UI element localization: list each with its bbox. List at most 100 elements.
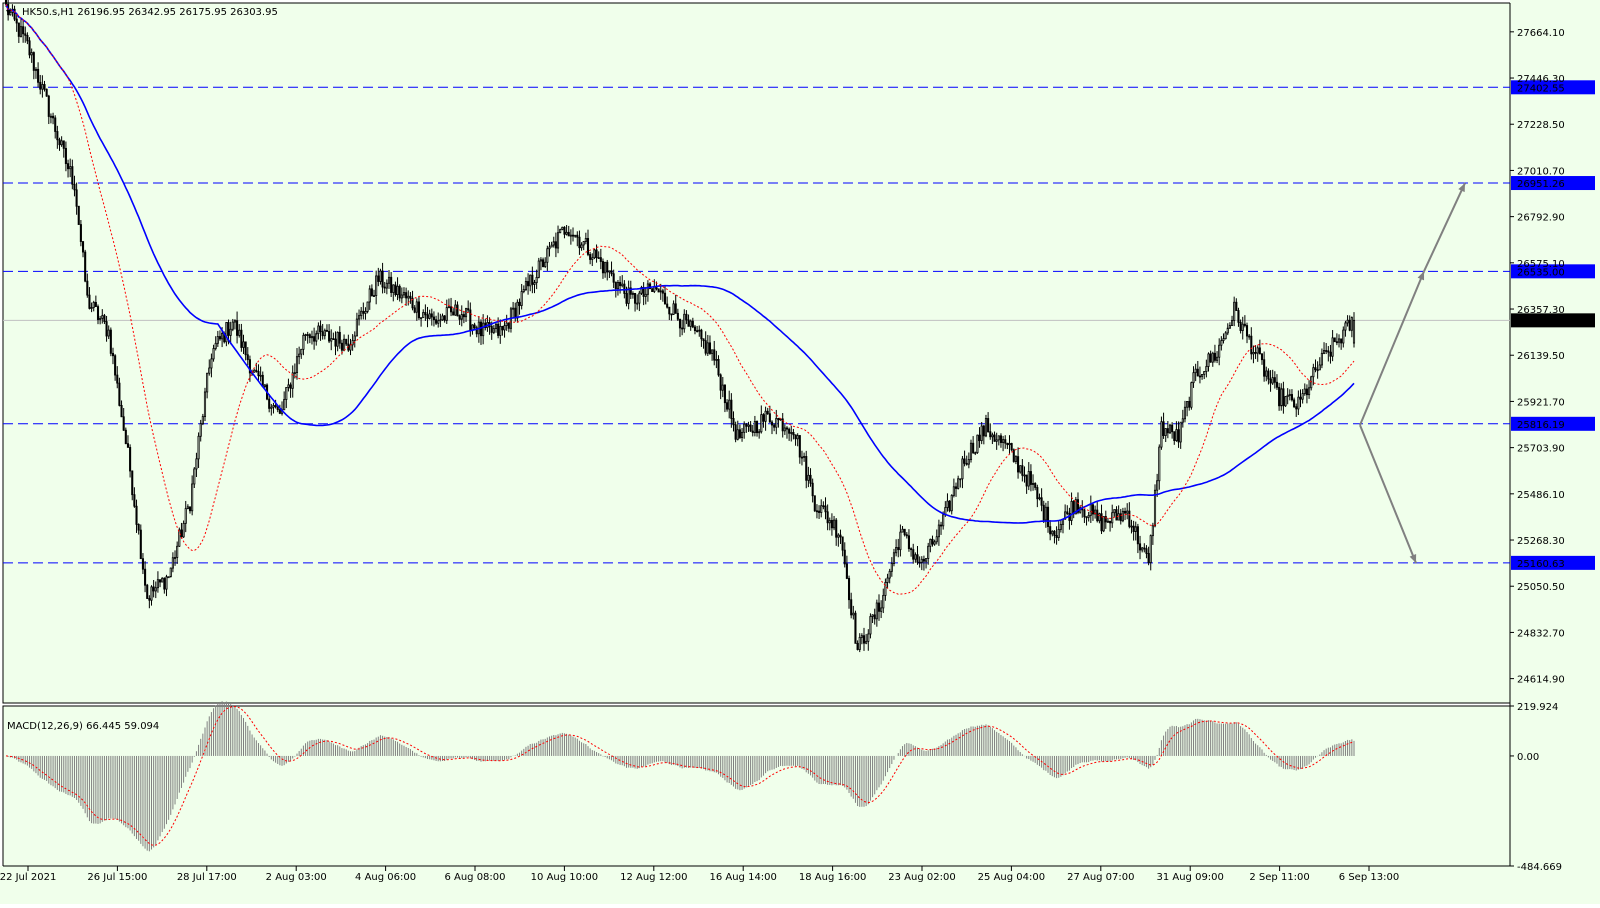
candle-bear [432,316,435,321]
candle-bull [1032,482,1035,485]
candle-bull [550,244,553,248]
candle-bear [180,529,183,538]
ma-fast-line [5,4,1355,595]
candle-bull [1297,396,1300,410]
candle-bear [623,283,626,294]
candle-bull [1318,364,1321,371]
candle-bear [338,331,341,344]
candle-bull [1331,337,1334,357]
level-label-bg [1511,176,1595,191]
level-label: 27402.55 [1517,83,1565,94]
candle-bear [340,342,343,351]
candle-bear [17,22,20,37]
macd-label: MACD(12,26,9) 66.445 59.094 [7,721,159,732]
candle-bull [890,563,893,572]
candle-bear [1046,506,1050,527]
candle-bear [1109,520,1112,524]
candle-bull [437,320,440,324]
candle-bull [407,295,410,299]
candle-bear [1173,431,1176,441]
candle-bull [197,435,200,460]
candle-bull [1301,393,1304,400]
candle-bear [907,535,910,550]
candle-bull [1303,388,1306,394]
current-price-bg [1511,313,1595,328]
candle-bear [897,547,900,551]
y-tick-label: 24614.90 [1517,675,1565,686]
candle-bear [94,301,97,308]
candle-bear [518,301,521,306]
candle-bull [492,328,495,333]
candle-bear [873,614,876,620]
candle-bear [362,310,365,314]
candle-bear [81,241,85,253]
candle-bear [56,131,59,141]
candle-bear [507,322,510,329]
candle-bull [995,439,998,442]
x-tick-label: 25 Aug 04:00 [978,872,1045,883]
candle-bear [313,336,316,342]
candle-bull [400,294,403,299]
candle-bull [1312,367,1315,378]
candle-bear [435,319,438,324]
candle-bull [1205,366,1208,372]
candle-bull [522,289,525,292]
candle-bull [914,554,917,560]
candle-bull [548,246,551,250]
candle-bear [188,506,192,512]
candle-bear [1239,321,1242,331]
candle-bear [1132,525,1135,532]
candle-bull [9,11,12,16]
candle-bear [788,428,791,434]
candle-bear [1329,351,1332,357]
candle-bear [781,418,784,432]
candle-bull [208,367,211,374]
candle-bull [888,570,891,579]
y-tick-label: 25486.10 [1517,490,1565,501]
candle-bear [1209,353,1212,363]
candle-bull [539,259,542,262]
candle-bull [698,329,701,332]
candle-bear [768,413,771,423]
candle-bear [542,259,545,267]
candle-bear [1006,442,1009,446]
candle-bear [843,549,846,565]
candle-bull [1224,332,1227,340]
candle-bull [689,320,692,327]
y-tick-label: 27664.10 [1517,28,1565,39]
candle-bear [1348,319,1351,331]
candle-bear [383,286,386,289]
candle-bear [79,224,82,242]
candle-bear [606,261,609,273]
candle-bear [1243,323,1246,326]
candle-bull [99,317,102,320]
candle-bear [1340,338,1343,344]
candle-bull [537,260,540,278]
candle-bear [405,292,408,299]
candle-bull [1194,368,1197,374]
candle-bull [1241,323,1244,331]
candle-bull [659,290,662,293]
candle-bull [1203,371,1206,375]
candle-bull [1284,396,1287,407]
candle-bear [390,276,393,293]
candle-bull [1074,499,1077,515]
candle-bear [139,529,142,560]
candle-bear [105,321,108,337]
candle-bear [845,563,848,579]
candle-bear [691,320,694,328]
candle-bear [114,355,117,376]
candle-bear [599,257,602,262]
candle-bull [711,349,714,354]
candle-bear [1335,341,1338,344]
candle-bull [640,286,643,294]
candle-bull [30,52,33,56]
candle-bull [627,287,630,304]
candle-bull [969,442,973,460]
candle-bull [323,329,326,337]
candle-bear [841,536,844,551]
menu-glyph[interactable]: ▾ [6,7,11,18]
candle-bear [32,52,35,71]
